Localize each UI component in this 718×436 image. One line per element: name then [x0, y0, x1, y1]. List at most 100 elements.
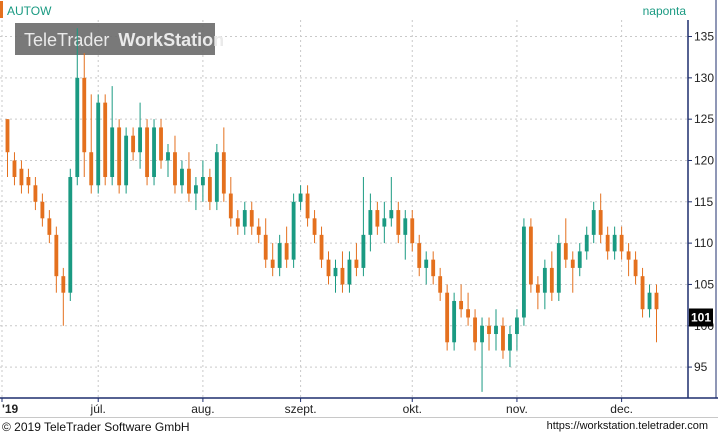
candle [33, 177, 38, 211]
x-tick-label: okt. [403, 402, 422, 416]
candle [508, 325, 512, 368]
candle [515, 309, 519, 351]
candle-body [619, 234, 624, 252]
symbol-label[interactable]: AUTOW [7, 4, 52, 18]
candle [228, 177, 233, 227]
candle [382, 201, 387, 244]
candle-body [235, 218, 240, 227]
candle-body [508, 334, 512, 351]
candle-body [452, 300, 457, 343]
candle [61, 267, 66, 326]
candle-body [487, 325, 491, 335]
candle [187, 152, 191, 202]
candle-body [528, 226, 533, 285]
candle [193, 177, 198, 211]
candle [242, 201, 247, 235]
candle [333, 259, 338, 293]
candle [347, 251, 352, 293]
candle-body [298, 193, 303, 202]
candle-body [542, 267, 547, 293]
candle-body [305, 193, 310, 219]
candle [89, 94, 94, 194]
candle-body [640, 276, 645, 310]
candle-body [515, 317, 519, 335]
candle [145, 119, 149, 186]
candle-body [549, 267, 554, 293]
candle-body [612, 234, 617, 252]
candle-body [193, 185, 198, 194]
candle [75, 28, 80, 186]
copyright-text: © 2019 TeleTrader Software GmbH [2, 420, 190, 434]
candle [340, 251, 345, 293]
candle-body [473, 317, 477, 343]
candle-body [291, 201, 296, 260]
candle [466, 292, 471, 326]
candle-body [180, 168, 184, 186]
candle [501, 317, 505, 359]
candle [103, 94, 108, 186]
candle [298, 185, 303, 211]
candle [535, 276, 540, 310]
source-url[interactable]: https://workstation.teletrader.com [546, 420, 708, 432]
candle-body [5, 119, 10, 153]
x-tick-label: dec. [610, 402, 633, 416]
candle-body [347, 259, 352, 285]
candle-body [103, 102, 108, 178]
candle-body [556, 243, 561, 293]
candle [5, 119, 10, 178]
candle-body [647, 292, 652, 310]
candle [361, 177, 366, 277]
candle [277, 234, 282, 277]
x-tick-label: szept. [285, 402, 317, 416]
candle [284, 226, 289, 268]
candle-body [584, 234, 589, 252]
candle [584, 226, 589, 260]
candle [487, 317, 491, 351]
x-tick-label: júl. [90, 402, 106, 416]
candle [480, 317, 484, 392]
candle [640, 267, 645, 318]
candle [612, 226, 617, 260]
candle-body [361, 234, 366, 268]
candle [235, 210, 240, 235]
candle-body [459, 300, 464, 310]
candle [326, 251, 331, 285]
candle-body [277, 243, 282, 268]
candle-body [166, 152, 170, 161]
candle-body [445, 292, 450, 343]
footer: © 2019 TeleTrader Software GmbH https://… [0, 417, 718, 436]
candle-body [187, 168, 191, 194]
candle [424, 251, 429, 285]
candle-body [417, 243, 422, 268]
candle-body [207, 177, 212, 202]
candle [438, 267, 443, 301]
y-tick-label: 110 [694, 236, 713, 250]
candle-body [138, 127, 143, 153]
candle [200, 160, 205, 202]
candle-body [312, 218, 317, 235]
candle [431, 251, 436, 285]
candle-body [396, 210, 401, 235]
candle-body [591, 210, 596, 235]
candle [305, 185, 310, 227]
candle [221, 127, 226, 202]
candle [368, 193, 373, 252]
candle-body [228, 193, 233, 219]
candle-body [159, 127, 163, 161]
candle [591, 201, 596, 244]
y-tick-label: 95 [694, 360, 708, 374]
candle-body [284, 243, 289, 260]
y-tick-label: 135 [694, 30, 714, 44]
candle [117, 119, 122, 194]
candle [110, 86, 115, 186]
candle-body [145, 127, 149, 178]
candle-body [256, 226, 261, 235]
candle [389, 177, 394, 227]
interval-label[interactable]: naponta [643, 4, 687, 18]
y-tick-label: 105 [694, 277, 714, 291]
candle [473, 309, 477, 351]
candle [249, 201, 254, 235]
candle-body [333, 267, 338, 277]
candle-body [598, 210, 603, 235]
candle [494, 309, 498, 351]
